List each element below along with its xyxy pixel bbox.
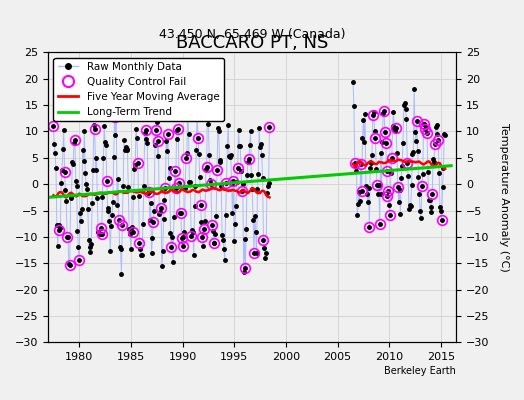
Text: Berkeley Earth: Berkeley Earth [385,366,456,376]
Y-axis label: Temperature Anomaly (°C): Temperature Anomaly (°C) [499,123,509,272]
Text: 43.450 N, 65.469 W (Canada): 43.450 N, 65.469 W (Canada) [159,28,345,41]
Title: BACCARO PT, NS: BACCARO PT, NS [176,34,329,52]
Legend: Raw Monthly Data, Quality Control Fail, Five Year Moving Average, Long-Term Tren: Raw Monthly Data, Quality Control Fail, … [53,58,224,122]
